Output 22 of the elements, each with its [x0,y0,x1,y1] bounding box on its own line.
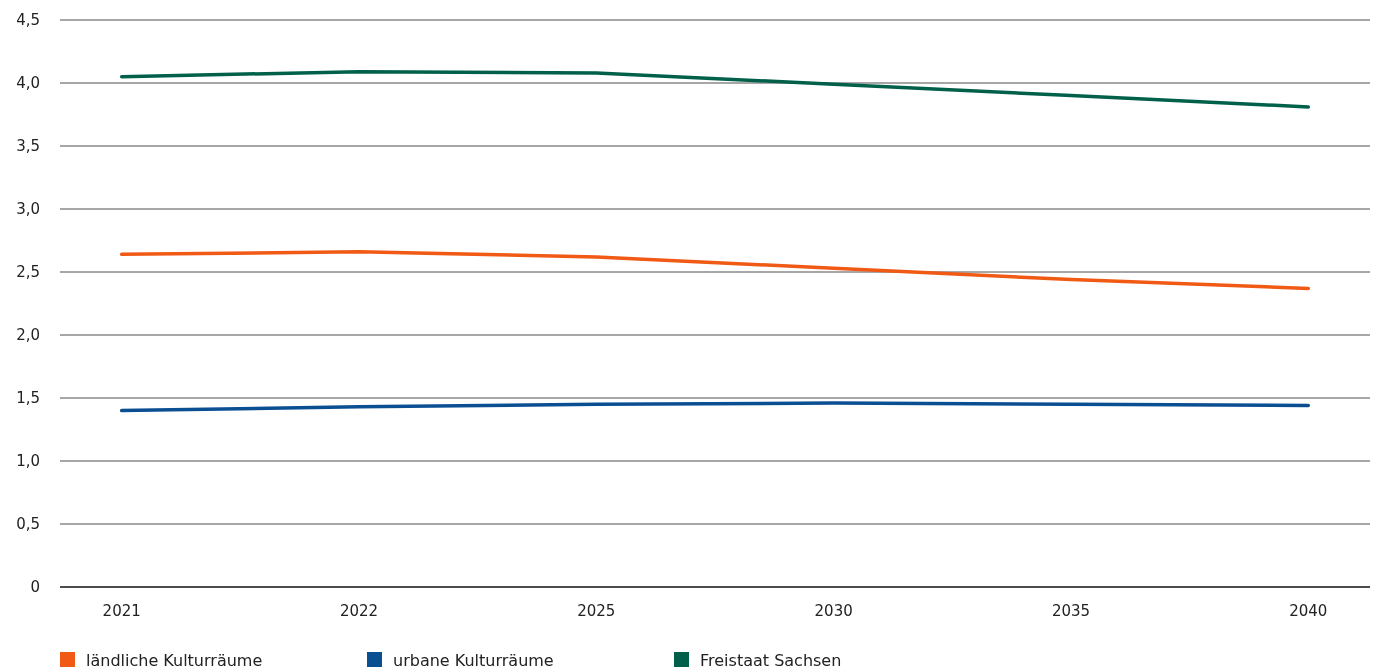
y-tick-label: 3,5 [16,137,40,156]
x-tick-label: 2035 [1051,602,1091,620]
x-tick-label: 2030 [814,602,853,620]
y-tick-label: 4,0 [16,74,40,93]
x-tick-label: 2022 [339,602,379,620]
y-tick-label: 3,0 [16,200,40,219]
y-tick-label: 4,5 [16,11,40,30]
y-tick-label: 0,5 [16,515,40,534]
y-tick-label: 1,0 [16,452,40,471]
x-tick-label: 2025 [577,602,616,620]
x-tick-label: 2021 [102,602,141,620]
x-tick-label: 2040 [1289,602,1328,620]
y-tick-label: 2,5 [16,263,40,282]
legend-label: urbane Kulturräume [393,650,554,670]
line-series [119,69,1311,109]
legend-label: Freistaat Sachsen [700,650,842,670]
legend-label: ländliche Kulturräume [86,650,263,670]
line-series [119,401,1311,413]
line-series [119,250,1311,291]
y-tick-label: 2,0 [16,326,40,345]
y-tick-label: 1,5 [16,389,40,408]
y-tick-label: 0 [30,578,40,597]
